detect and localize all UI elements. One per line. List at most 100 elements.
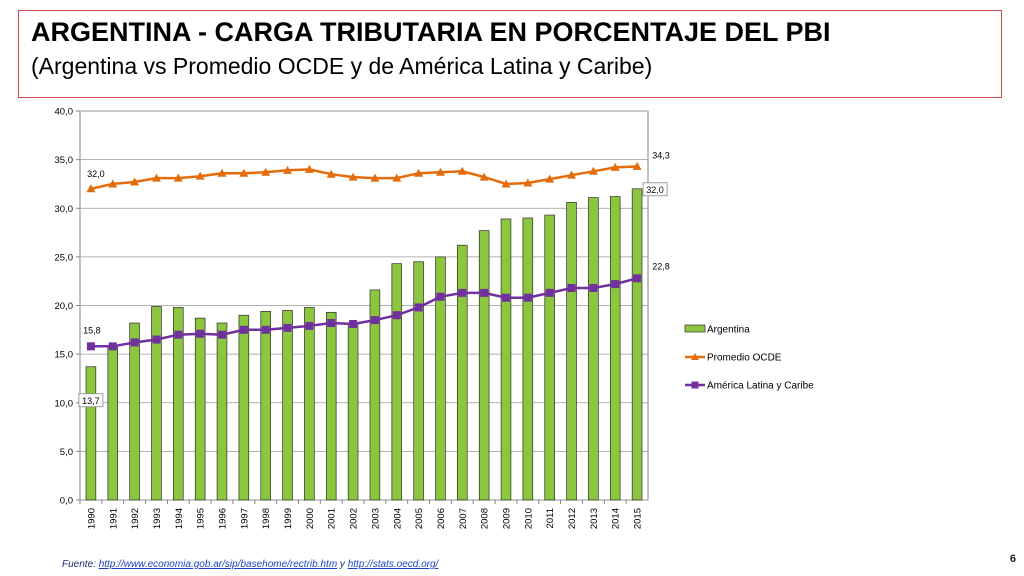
y-tick-label: 40,0: [55, 107, 74, 118]
data-label-box: [78, 393, 104, 408]
point-america-latina-y-caribe: [108, 342, 117, 351]
bar-argentina: [325, 311, 337, 501]
point-america-latina-y-caribe: [305, 321, 314, 330]
x-tick-label: 2003: [370, 508, 381, 529]
source-prefix: Fuente:: [62, 559, 99, 570]
x-tick-label: 1992: [130, 508, 141, 529]
source-link-economia[interactable]: http://www.economia.gob.ar/sip/basehome/…: [98, 559, 338, 570]
legend-label-america-latina-y-caribe: América Latina y Caribe: [707, 381, 814, 392]
point-america-latina-y-caribe: [567, 283, 576, 292]
data-label: 32,0: [646, 185, 664, 195]
bar-argentina: [129, 322, 140, 501]
point-promedio-ocde: [86, 184, 96, 193]
y-tick-label: 0,0: [60, 496, 73, 507]
point-promedio-ocde: [326, 169, 336, 178]
bar-argentina: [544, 214, 555, 501]
bar-argentina: [151, 306, 162, 501]
x-tick-label: 2007: [458, 508, 469, 529]
data-label: 34,3: [652, 150, 670, 160]
point-america-latina-y-caribe: [218, 330, 226, 339]
point-promedio-ocde: [173, 173, 183, 182]
point-promedio-ocde: [392, 173, 402, 182]
source-link-oecd[interactable]: http://stats.oecd.org/: [347, 559, 439, 570]
point-promedio-ocde: [348, 172, 358, 181]
x-tick-label: 2012: [567, 508, 578, 529]
x-tick-label: 2002: [349, 508, 360, 529]
y-tick-label: 25,0: [55, 252, 74, 263]
x-tick-label: 2013: [589, 508, 600, 529]
bar-argentina: [435, 256, 446, 501]
point-promedio-ocde: [435, 167, 445, 176]
bar-argentina: [107, 346, 119, 501]
data-label-box: [642, 182, 668, 197]
point-promedio-ocde: [304, 164, 314, 173]
point-promedio-ocde: [501, 179, 511, 188]
point-america-latina-y-caribe: [174, 330, 183, 339]
point-promedio-ocde: [261, 167, 271, 176]
bar-argentina: [457, 244, 468, 501]
data-label: 13,7: [82, 396, 100, 406]
y-tick-label: 10,0: [55, 398, 74, 409]
x-tick-label: 1998: [261, 508, 272, 529]
x-tick-label: 1990: [86, 508, 97, 529]
bar-argentina: [566, 202, 577, 501]
point-promedio-ocde: [151, 173, 161, 182]
point-america-latina-y-caribe: [239, 325, 248, 334]
point-promedio-ocde: [567, 170, 577, 179]
x-tick-label: 2011: [545, 508, 556, 528]
point-america-latina-y-caribe: [633, 274, 642, 283]
x-tick-label: 2005: [414, 508, 425, 529]
point-promedio-ocde: [195, 171, 205, 180]
point-promedio-ocde: [414, 168, 424, 177]
x-tick-label: 1994: [174, 508, 185, 529]
point-america-latina-y-caribe: [327, 319, 336, 328]
title-box: ARGENTINA - CARGA TRIBUTARIA EN PORCENTA…: [18, 10, 1002, 98]
point-promedio-ocde: [632, 161, 642, 170]
x-tick-label: 2000: [305, 508, 316, 529]
point-america-latina-y-caribe: [152, 335, 161, 344]
point-promedio-ocde: [370, 173, 380, 182]
point-america-latina-y-caribe: [283, 323, 292, 332]
legend-label-promedio-ocde: Promedio OCDE: [707, 353, 782, 364]
point-america-latina-y-caribe: [545, 288, 554, 297]
bar-argentina: [304, 307, 315, 501]
point-america-latina-y-caribe: [414, 303, 423, 312]
point-america-latina-y-caribe: [523, 293, 532, 302]
y-tick-label: 30,0: [55, 204, 74, 215]
bar-argentina: [282, 310, 293, 501]
bar-argentina: [238, 314, 250, 501]
point-america-latina-y-caribe: [392, 311, 401, 320]
point-america-latina-y-caribe: [130, 338, 139, 347]
point-promedio-ocde: [457, 166, 467, 175]
point-promedio-ocde: [108, 179, 118, 188]
point-promedio-ocde: [523, 178, 533, 187]
legend-marker-america-latina-y-caribe: [691, 381, 699, 389]
point-america-latina-y-caribe: [458, 288, 467, 297]
bar-argentina: [173, 307, 184, 501]
line-promedio-ocde: [90, 165, 638, 191]
point-america-latina-y-caribe: [196, 329, 205, 338]
bar-argentina: [500, 218, 512, 501]
x-tick-label: 2008: [480, 508, 491, 529]
point-america-latina-y-caribe: [261, 325, 270, 334]
legend-marker-promedio-ocde: [691, 353, 699, 360]
y-tick-label: 35,0: [55, 155, 74, 166]
x-tick-label: 1999: [283, 508, 294, 529]
x-tick-label: 1991: [108, 508, 119, 529]
bar-argentina: [347, 322, 359, 501]
bar-argentina: [260, 310, 271, 501]
slide-title: ARGENTINA - CARGA TRIBUTARIA EN PORCENTA…: [31, 17, 831, 47]
point-america-latina-y-caribe: [502, 293, 510, 302]
point-promedio-ocde: [283, 165, 293, 174]
source-note: Fuente: http://www.economia.gob.ar/sip/b…: [62, 559, 438, 570]
legend-swatch-argentina: [684, 324, 706, 333]
bar-argentina: [85, 366, 97, 501]
point-america-latina-y-caribe: [589, 283, 598, 292]
y-tick-label: 20,0: [55, 301, 74, 312]
bar-argentina: [478, 230, 490, 501]
bar-argentina: [369, 289, 381, 501]
bar-argentina: [522, 217, 534, 501]
x-tick-label: 2014: [611, 508, 622, 529]
point-promedio-ocde: [610, 162, 620, 171]
